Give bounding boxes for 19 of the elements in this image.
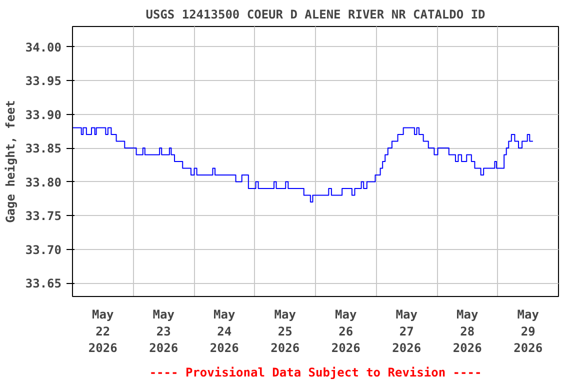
y-tick-label: 33.95 <box>25 74 62 88</box>
x-tick-label: May 22 2026 <box>88 308 118 356</box>
x-tick-label: May 24 2026 <box>210 308 239 356</box>
y-tick-label: 33.80 <box>25 175 62 190</box>
x-tick-label: May 23 2026 <box>149 308 178 356</box>
y-tick-label: 33.70 <box>25 242 62 257</box>
y-tick-label: 34.00 <box>25 40 62 54</box>
y-tick-label: 33.65 <box>25 276 62 290</box>
y-tick-label: 33.90 <box>25 108 62 122</box>
y-axis-title: Gage height, feet <box>3 100 18 223</box>
y-tick-label: 33.85 <box>25 142 62 156</box>
x-tick-label: May 29 2026 <box>514 308 543 356</box>
x-tick-label: May 26 2026 <box>331 308 360 356</box>
chart-title: USGS 12413500 COEUR D ALENE RIVER NR CATALDO ID <box>146 8 486 22</box>
x-tick-label: May 25 2026 <box>270 308 300 356</box>
x-tick-label: May 27 2026 <box>392 308 422 356</box>
x-tick-label: May 28 2026 <box>452 308 482 356</box>
text: ---- Provisional Data Subject to Revision ---- <box>149 366 482 380</box>
y-tick-label: 33.75 <box>25 209 62 223</box>
